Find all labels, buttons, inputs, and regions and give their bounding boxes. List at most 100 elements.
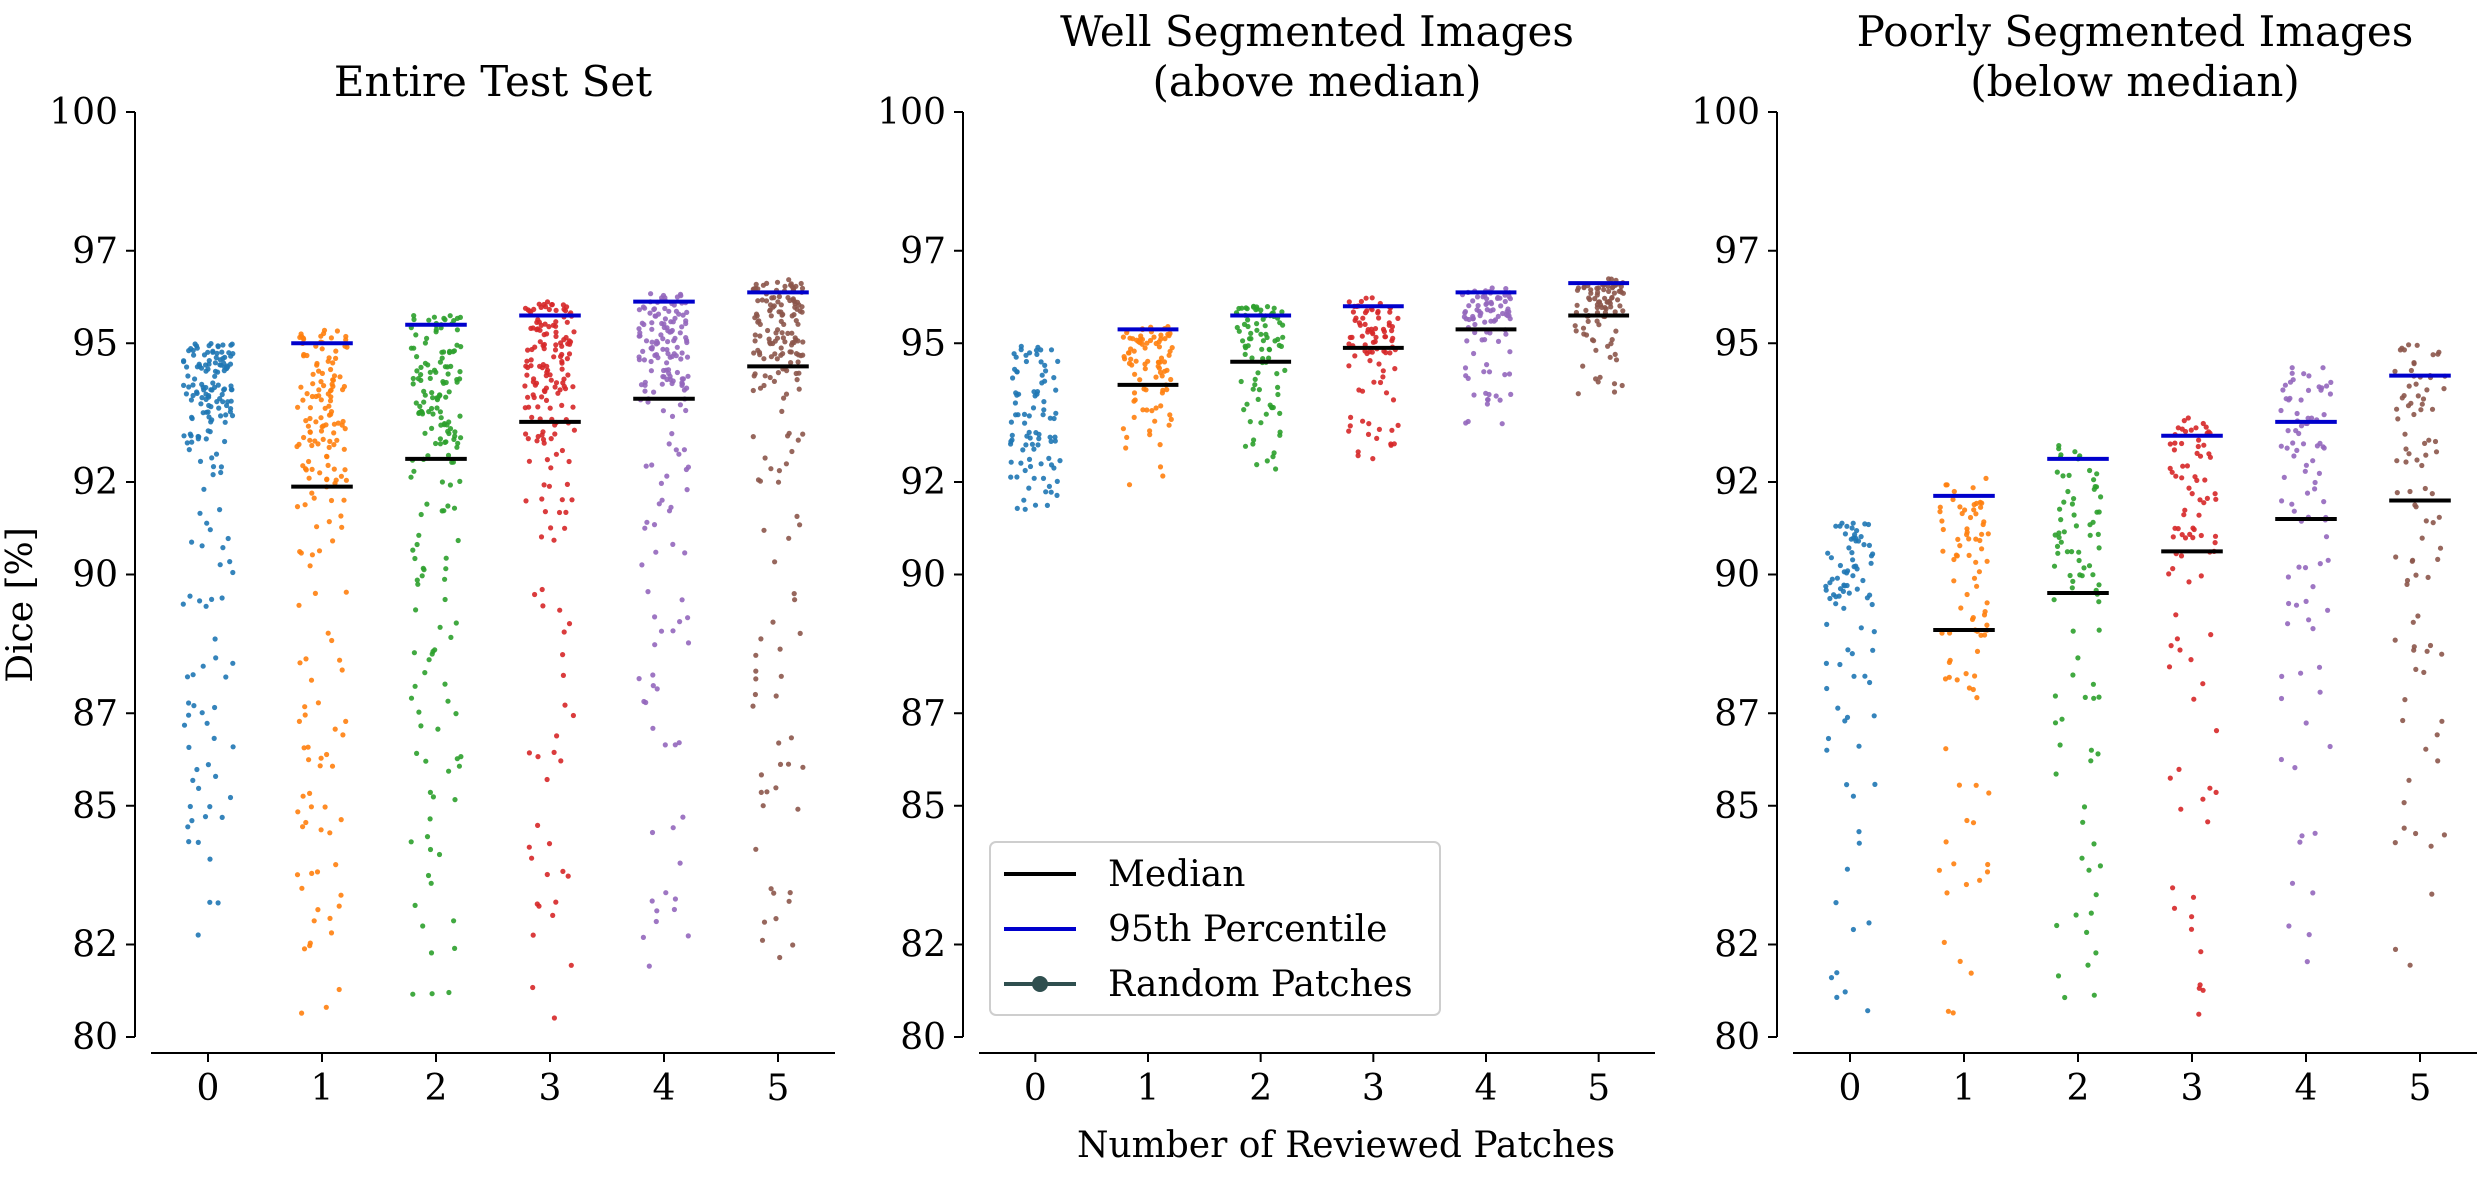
- data-point: [1023, 352, 1029, 358]
- data-point: [1282, 367, 1288, 373]
- data-point: [1383, 350, 1389, 356]
- data-point: [782, 283, 788, 289]
- data-point: [680, 312, 686, 318]
- data-point: [2188, 427, 2194, 433]
- data-point: [795, 359, 801, 365]
- data-point: [684, 354, 691, 360]
- data-point: [753, 668, 759, 674]
- data-point: [2090, 681, 2096, 687]
- data-point: [664, 360, 670, 366]
- data-point: [2200, 796, 2206, 802]
- data-point: [666, 441, 672, 447]
- data-point: [2093, 892, 2099, 898]
- data-point: [772, 559, 778, 565]
- data-point: [532, 344, 538, 350]
- data-point: [423, 758, 429, 764]
- data-point: [1346, 428, 1352, 434]
- data-point: [186, 384, 192, 390]
- data-point: [443, 394, 449, 400]
- data-point: [439, 479, 445, 485]
- data-point: [2302, 468, 2308, 474]
- data-point: [2170, 885, 2176, 891]
- data-point: [641, 357, 648, 363]
- data-point: [1486, 369, 1493, 375]
- data-point: [653, 549, 659, 555]
- data-point: [1153, 374, 1159, 380]
- data-point: [1259, 346, 1265, 352]
- y-tick-label: 92: [1714, 462, 1760, 503]
- data-point: [2096, 599, 2102, 605]
- data-point: [571, 329, 577, 335]
- data-point: [1588, 287, 1594, 293]
- data-point: [654, 686, 660, 692]
- data-point: [2169, 469, 2175, 475]
- data-point: [2070, 672, 2076, 678]
- data-point: [418, 511, 424, 518]
- y-tick-label: 95: [900, 323, 946, 364]
- data-point: [2066, 472, 2072, 478]
- data-point: [1051, 375, 1057, 381]
- data-point: [2056, 534, 2062, 541]
- data-point: [2166, 571, 2172, 577]
- data-point: [2415, 613, 2421, 619]
- data-point: [332, 726, 338, 732]
- data-point: [2298, 423, 2305, 429]
- data-point: [230, 569, 236, 576]
- data-point: [300, 793, 306, 799]
- y-tick-label: 87: [900, 693, 946, 734]
- data-point: [219, 814, 225, 821]
- data-point: [672, 315, 678, 321]
- data-point: [301, 434, 307, 441]
- data-point: [1365, 431, 1372, 437]
- data-point: [185, 373, 191, 379]
- data-point: [1160, 473, 1166, 479]
- data-point: [299, 885, 305, 891]
- data-point: [184, 364, 190, 370]
- data-point: [429, 425, 435, 431]
- data-point: [431, 314, 437, 320]
- data-point: [194, 766, 200, 773]
- data-point: [662, 316, 669, 322]
- data-point: [1143, 387, 1149, 393]
- data-point: [216, 405, 222, 411]
- data-point: [207, 527, 213, 533]
- data-point: [1964, 817, 1970, 824]
- data-point: [2430, 352, 2436, 358]
- data-point: [528, 309, 534, 315]
- data-point: [341, 383, 347, 390]
- data-point: [649, 829, 656, 836]
- data-point: [323, 1004, 329, 1010]
- y-tick-label: 82: [1714, 925, 1760, 966]
- data-point: [446, 768, 452, 774]
- data-point: [2185, 415, 2191, 421]
- data-point: [1144, 407, 1150, 413]
- data-point: [321, 383, 327, 389]
- data-point: [752, 315, 758, 321]
- data-point: [1041, 407, 1047, 413]
- data-point: [1270, 404, 1276, 411]
- data-point: [1862, 673, 1868, 679]
- data-point: [554, 733, 560, 739]
- data-point: [766, 336, 772, 342]
- data-point: [679, 597, 685, 603]
- data-point: [2409, 558, 2415, 564]
- data-point: [2069, 549, 2075, 555]
- data-point: [667, 373, 673, 379]
- data-point: [2412, 502, 2418, 508]
- data-point: [541, 341, 548, 348]
- data-point: [2294, 410, 2300, 417]
- data-point: [1963, 671, 1969, 677]
- data-point: [1482, 319, 1488, 325]
- data-point: [2082, 694, 2088, 701]
- data-point: [431, 367, 438, 373]
- data-point: [1833, 594, 1839, 600]
- data-point: [412, 555, 418, 562]
- data-point: [2207, 785, 2213, 791]
- data-point: [218, 464, 224, 470]
- data-point: [210, 472, 216, 478]
- data-point: [636, 307, 643, 313]
- data-point: [2310, 458, 2316, 464]
- data-point: [2392, 840, 2398, 846]
- data-point: [451, 436, 457, 442]
- data-point: [1823, 587, 1829, 593]
